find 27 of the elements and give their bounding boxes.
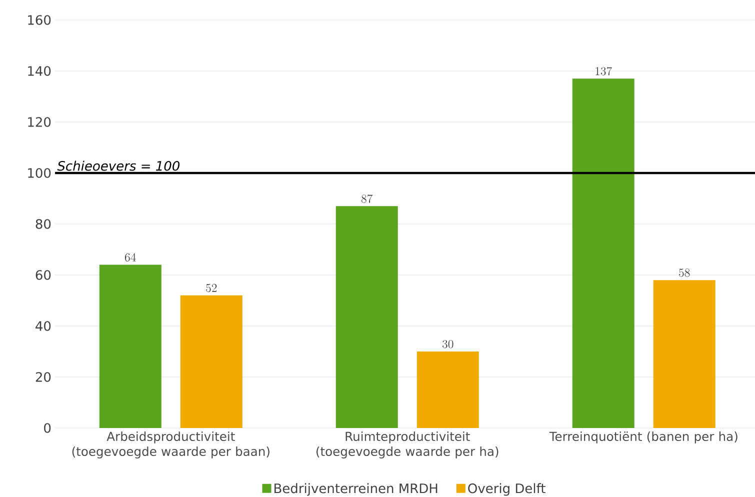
bar	[416, 351, 479, 428]
legend-label: Bedrijventerreinen MRDH	[274, 483, 438, 496]
y-tick-label: 80	[36, 219, 51, 229]
data-label: 30	[442, 340, 454, 348]
data-label: 137	[596, 67, 612, 76]
x-tick-label: Arbeidsproductiviteit (toegevoegde waarde per baan)	[72, 432, 270, 458]
data-label: 52	[206, 284, 217, 292]
y-tick-label: 60	[36, 270, 51, 280]
y-tick-label: 140	[28, 66, 51, 76]
y-tick-label: 20	[36, 372, 51, 382]
bar	[99, 264, 162, 428]
y-tick-label: 40	[36, 321, 51, 331]
bar	[180, 295, 242, 428]
data-label: 58	[679, 268, 690, 277]
x-tick-label: Ruimteproductiviteit (toegevoegde waarde per ha)	[316, 432, 498, 458]
bar	[653, 280, 716, 428]
data-label: 87	[361, 194, 373, 203]
x-tick-label: Terreinquotiënt (banen per ha)	[549, 432, 738, 444]
ref-line-label: Schieoevers = 100	[57, 160, 180, 171]
data-label: 64	[124, 253, 136, 262]
y-tick-label: 100	[28, 168, 51, 178]
y-tick-label: 120	[28, 117, 51, 127]
legend-label: Overig Delft	[468, 483, 546, 496]
bar	[572, 78, 634, 428]
bar	[336, 206, 398, 428]
y-tick-label: 0	[44, 423, 51, 433]
y-tick-label: 160	[28, 15, 51, 25]
